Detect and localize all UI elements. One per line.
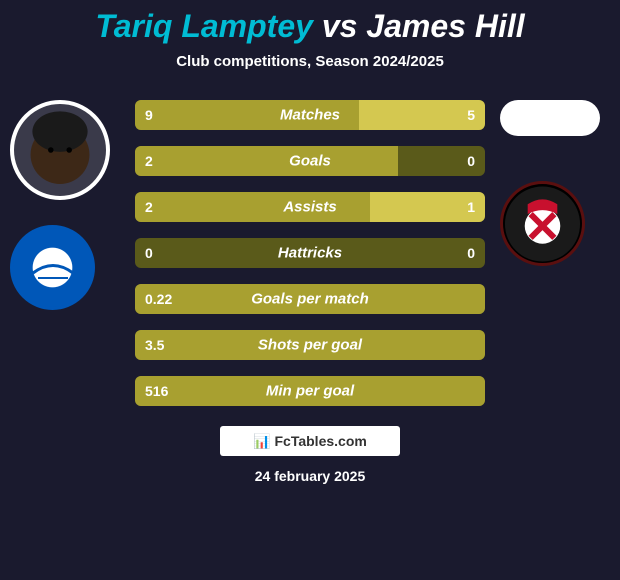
stat-label: Matches [280,107,340,124]
stat-row: Shots per goal 3.5 [135,330,485,360]
stat-row: Min per goal 516 [135,376,485,406]
footer-brand-logo: 📊 FcTables.com [220,426,400,456]
stat-label: Assists [283,199,336,216]
player2-name: James Hill [366,8,524,44]
player1-name: Tariq Lamptey [95,8,313,44]
stat-value-left: 2 [145,199,153,215]
stat-label: Min per goal [266,383,354,400]
player1-club-logo [10,225,95,310]
stat-row: Goals per match 0.22 [135,284,485,314]
stat-value-right: 5 [467,107,475,123]
stat-value-right: 0 [467,153,475,169]
date-label: 24 february 2025 [0,468,620,484]
comparison-title: Tariq Lamptey vs James Hill [0,0,620,45]
stat-value-left: 0 [145,245,153,261]
player2-club-logo [500,181,585,266]
stat-label: Goals per match [251,291,369,308]
stat-value-left: 9 [145,107,153,123]
player2-avatar [500,100,600,136]
stat-row: Hattricks 0 0 [135,238,485,268]
subtitle: Club competitions, Season 2024/2025 [0,53,620,70]
stat-fill-left [135,146,398,176]
left-avatar-column [10,100,120,310]
stat-value-left: 2 [145,153,153,169]
stats-bars: Matches95Goals20Assists21Hattricks00Goal… [135,100,485,406]
stat-label: Shots per goal [258,337,362,354]
comparison-content: Matches95Goals20Assists21Hattricks00Goal… [0,100,620,406]
stat-value-right: 1 [467,199,475,215]
stat-label: Hattricks [278,245,342,262]
stat-value-left: 3.5 [145,337,164,353]
stat-label: Goals [289,153,331,170]
vs-text: vs [322,8,358,44]
stat-value-right: 0 [467,245,475,261]
stat-row: Assists 2 1 [135,192,485,222]
player1-avatar [10,100,110,200]
right-avatar-column [500,100,610,266]
stat-value-left: 0.22 [145,291,172,307]
stat-row: Goals 2 0 [135,146,485,176]
stat-row: Matches 9 5 [135,100,485,130]
stat-value-left: 516 [145,383,168,399]
stat-fill-right [359,100,485,130]
